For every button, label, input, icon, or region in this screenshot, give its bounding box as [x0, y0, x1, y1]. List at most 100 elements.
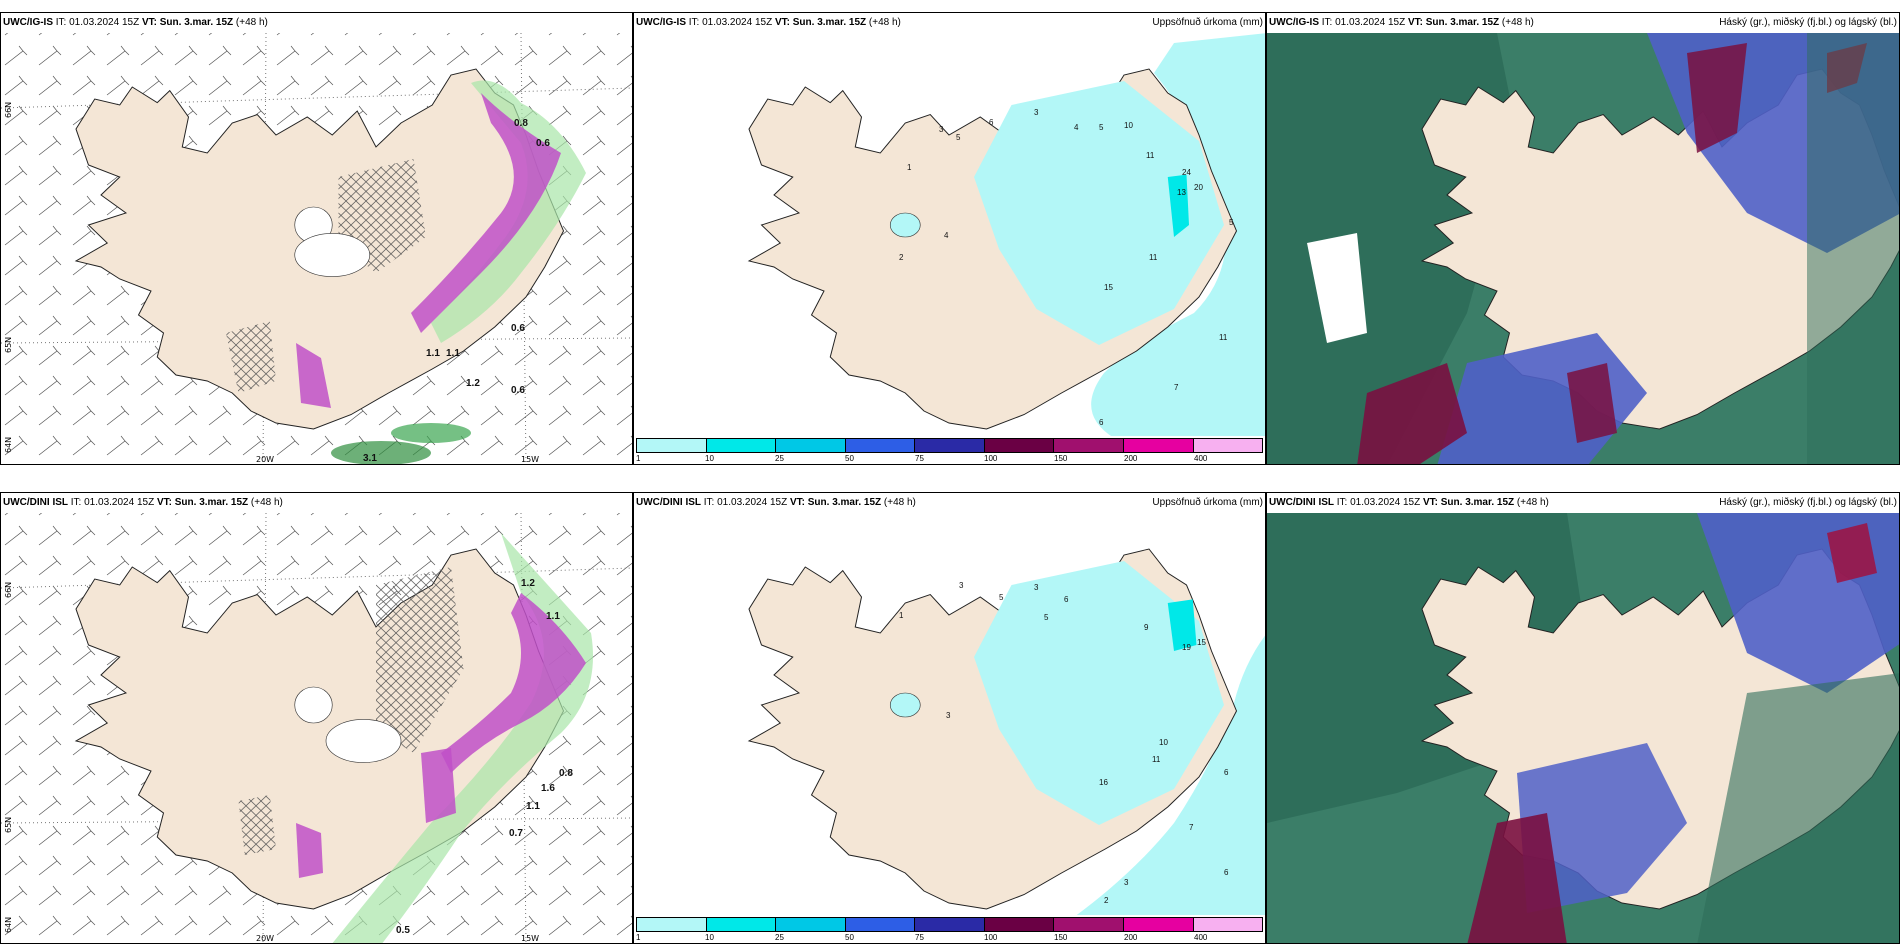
wind-label: 0.8: [559, 768, 573, 779]
legend-tick: 1: [636, 933, 641, 942]
precip-value: 20: [1194, 183, 1203, 192]
legend-tick: 10: [705, 454, 714, 463]
legend-tick: 100: [984, 454, 998, 463]
legend-tick: 150: [1054, 454, 1068, 463]
wind-precip-map: [1, 512, 632, 943]
legend-swatch: [915, 439, 985, 452]
legend-swatch: [706, 439, 777, 452]
lat-label-66n: 66N: [4, 581, 13, 598]
lon-label-20w: 20W: [256, 455, 275, 464]
precip-value: 5: [1099, 123, 1104, 132]
precip-value: 6: [989, 118, 994, 127]
lat-label-66n: 66N: [4, 101, 13, 118]
accumulated-precip-map: [748, 33, 1265, 438]
precip-value: 3: [939, 125, 944, 134]
panel-bottom-right-cloud-map: UWC/DINI ISL IT: 01.03.2024 15Z VT: Sun.…: [1266, 492, 1900, 944]
wind-label: 1.2: [521, 578, 535, 589]
legend-tick: 75: [915, 454, 924, 463]
lat-label-65n: 65N: [4, 816, 13, 833]
legend-tick: 25: [775, 454, 784, 463]
panel-header: UWC/DINI ISL IT: 01.03.2024 15Z VT: Sun.…: [1267, 493, 1899, 513]
panel-title-right: Uppsöfnuð úrkoma (mm): [1152, 497, 1263, 508]
precip-color-legend: 1 10 25 50 75 100 150 200 400: [634, 915, 1265, 943]
legend-bar: [636, 438, 1263, 453]
wind-label: 1.6: [541, 783, 555, 794]
legend-tick: 50: [845, 933, 854, 942]
legend-bar: [636, 917, 1263, 932]
panel-title-right: Háský (gr.), miðský (fj.bl.) og lágský (…: [1719, 17, 1897, 28]
precip-value: 11: [1152, 755, 1161, 764]
precip-value: 2: [899, 253, 904, 262]
precip-value: 5: [956, 133, 961, 142]
lat-label-64n: 64N: [4, 436, 13, 453]
panel-header: UWC/IG-IS IT: 01.03.2024 15Z VT: Sun. 3.…: [634, 13, 1265, 33]
panel-title-right: Háský (gr.), miðský (fj.bl.) og lágský (…: [1719, 497, 1897, 508]
legend-swatch: [1123, 918, 1194, 931]
legend-tick: 400: [1194, 454, 1208, 463]
wind-label: 1.1: [426, 348, 440, 359]
precip-value: 11: [1219, 333, 1228, 342]
lat-label-64n: 64N: [4, 916, 13, 933]
wind-precip-map: [1, 32, 632, 464]
cloud-cover-map: [1267, 513, 1899, 943]
precip-value: 1: [899, 611, 904, 620]
precip-value: 7: [1174, 383, 1179, 392]
legend-tick: 25: [775, 933, 784, 942]
legend-tick: 1: [636, 454, 641, 463]
wind-label: 1.2: [466, 378, 480, 389]
precip-value: 11: [1146, 151, 1155, 160]
panel-top-middle-precip-map: UWC/IG-IS IT: 01.03.2024 15Z VT: Sun. 3.…: [633, 12, 1266, 465]
legend-tick: 150: [1054, 933, 1068, 942]
panel-bottom-left-wind-map: UWC/DINI ISL IT: 01.03.2024 15Z VT: Sun.…: [0, 492, 633, 944]
precip-value: 5: [1044, 613, 1049, 622]
legend-swatch: [1054, 439, 1124, 452]
precip-value: 2: [1104, 896, 1109, 905]
precip-value: 3: [1124, 878, 1129, 887]
legend-swatch: [637, 918, 707, 931]
legend-swatch: [984, 918, 1055, 931]
panel-title-right: Uppsöfnuð úrkoma (mm): [1152, 17, 1263, 28]
legend-swatch: [845, 439, 916, 452]
precip-color-legend: 1 10 25 50 75 100 150 200 400: [634, 436, 1265, 464]
lon-label-20w: 20W: [256, 934, 275, 943]
panel-header: UWC/DINI ISL IT: 01.03.2024 15Z VT: Sun.…: [3, 497, 283, 508]
precip-value: 10: [1159, 738, 1168, 747]
precip-value: 16: [1099, 778, 1108, 787]
precip-value: 11: [1149, 253, 1158, 262]
wind-label: 1.1: [546, 611, 560, 622]
panel-top-left-wind-map: UWC/IG-IS IT: 01.03.2024 15Z VT: Sun. 3.…: [0, 12, 633, 465]
precip-value: 3: [1034, 108, 1039, 117]
panel-bottom-middle-precip-map: UWC/DINI ISL IT: 01.03.2024 15Z VT: Sun.…: [633, 492, 1266, 944]
precip-value: 13: [1177, 188, 1186, 197]
panel-header: UWC/IG-IS IT: 01.03.2024 15Z VT: Sun. 3.…: [1267, 13, 1899, 33]
precip-value: 4: [1074, 123, 1079, 132]
wind-label: 0.5: [396, 925, 410, 936]
wind-label: 0.6: [511, 323, 525, 334]
legend-tick: 10: [705, 933, 714, 942]
precip-value: 5: [999, 593, 1004, 602]
legend-swatch: [776, 918, 846, 931]
precip-value: 19: [1182, 643, 1191, 652]
precip-value: 3: [946, 711, 951, 720]
precip-value: 6: [1224, 868, 1229, 877]
precip-value: 3: [1034, 583, 1039, 592]
panel-header: UWC/DINI ISL IT: 01.03.2024 15Z VT: Sun.…: [634, 493, 1265, 513]
wind-label: 1.1: [446, 348, 460, 359]
legend-tick: 200: [1124, 933, 1138, 942]
legend-swatch: [915, 918, 985, 931]
precip-value: 10: [1124, 121, 1133, 130]
lon-label-15w: 15W: [521, 934, 540, 943]
precip-value: 15: [1104, 283, 1113, 292]
precip-value: 6: [1099, 418, 1104, 427]
wind-label: 1.1: [526, 801, 540, 812]
legend-swatch: [845, 918, 916, 931]
precip-value: 4: [944, 231, 949, 240]
precip-value: 1: [907, 163, 912, 172]
wind-label: 0.6: [511, 385, 525, 396]
legend-swatch: [1054, 918, 1124, 931]
wind-label: 0.8: [514, 118, 528, 129]
legend-swatch: [706, 918, 777, 931]
precip-value: 5: [1229, 218, 1234, 227]
legend-swatch: [637, 439, 707, 452]
wind-label: 0.7: [509, 828, 523, 839]
